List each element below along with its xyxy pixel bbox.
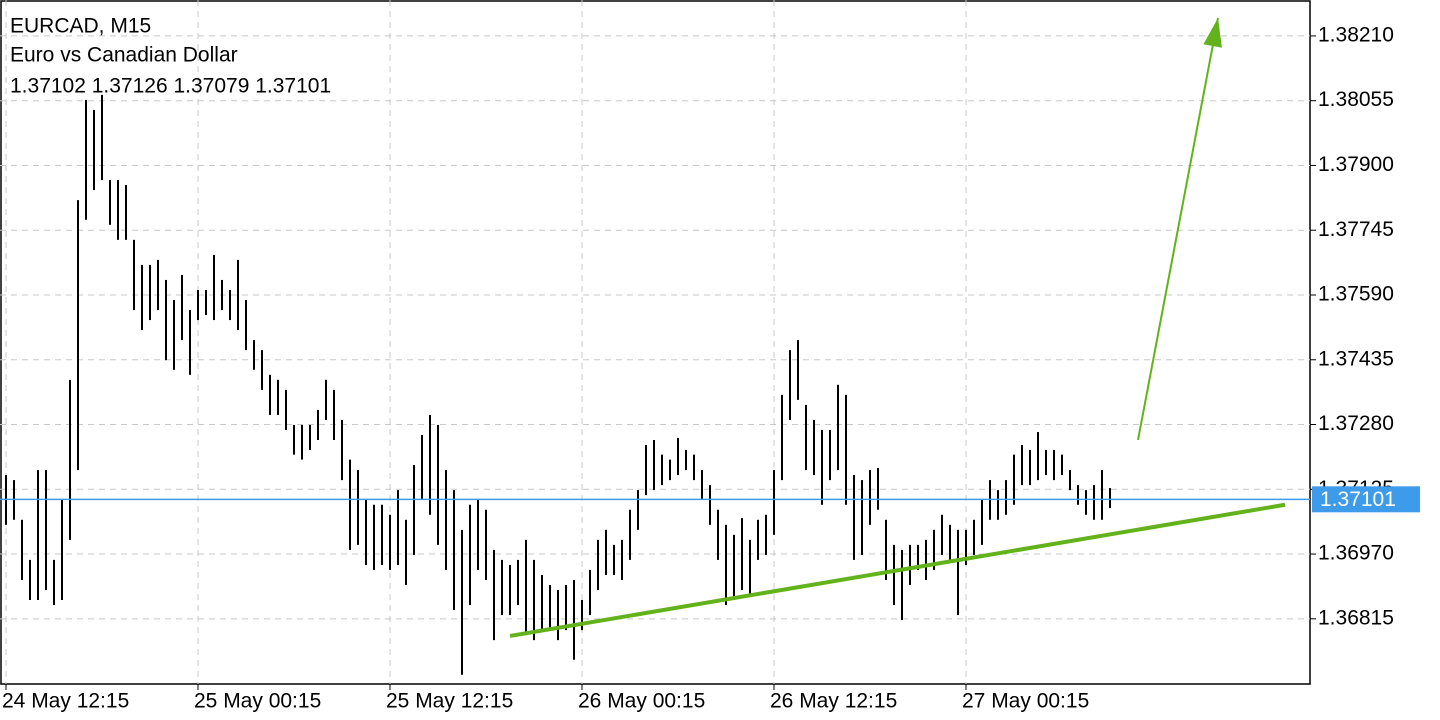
ohlc-info: 1.37102 1.37126 1.37079 1.37101 [10,75,331,98]
x-tick-label: 26 May 00:15 [578,690,705,713]
y-tick-label: 1.37900 [1318,153,1394,176]
trendline [509,502,1286,638]
x-tick-label: 24 May 12:15 [2,690,129,713]
current-price-label: 1.37101 [1320,488,1396,511]
marks [0,0,1316,690]
x-tick-label: 25 May 12:15 [386,690,513,713]
subtitle: Euro vs Canadian Dollar [10,44,238,67]
y-tick-label: 1.36970 [1318,542,1394,565]
y-tick-label: 1.37280 [1318,412,1394,435]
arrow-shaft [1137,17,1219,441]
y-tick-label: 1.37435 [1318,347,1394,370]
y-tick-label: 1.38210 [1318,23,1394,46]
symbol: EURCAD, M15 [10,15,151,38]
y-tick-label: 1.36815 [1318,606,1394,629]
current-price-box [1312,486,1420,513]
x-tick-label: 25 May 00:15 [194,690,321,713]
x-tick-label: 26 May 12:15 [770,690,897,713]
x-tick-label: 27 May 00:15 [962,690,1089,713]
y-tick-label: 1.38055 [1318,88,1394,111]
y-tick-label: 1.37745 [1318,218,1394,241]
arrow-head [1203,17,1222,48]
plot-frame [0,0,1311,685]
y-tick-label: 1.37590 [1318,283,1394,306]
